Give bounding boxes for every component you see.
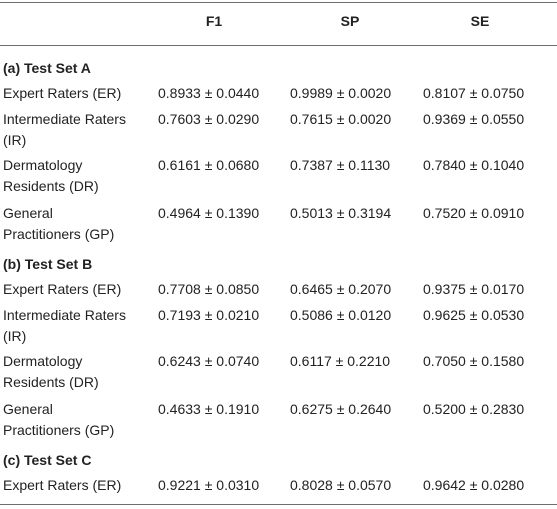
row-label: Expert Raters (ER) — [3, 281, 122, 297]
cell-value: 0.9642 ± 0.0280 — [423, 477, 525, 493]
section-title: (b) Test Set B — [3, 256, 93, 272]
cell-value: 0.6465 ± 0.2070 — [290, 281, 392, 297]
row-label: Dermatology Residents (DR) — [3, 157, 99, 194]
cell-value: 0.7615 ± 0.0020 — [290, 111, 392, 127]
cell-value: 0.4633 ± 0.1910 — [158, 401, 260, 417]
top-rule — [0, 2, 557, 3]
row-label: General Practitioners (GP) — [3, 205, 115, 242]
cell-value: 0.4964 ± 0.1390 — [158, 205, 260, 221]
row-label: General Practitioners (GP) — [3, 401, 115, 438]
row-label: Dermatology Residents (DR) — [3, 353, 99, 390]
cell-value: 0.8107 ± 0.0750 — [423, 85, 525, 101]
cell-value: 0.7603 ± 0.0290 — [158, 111, 260, 127]
row-label: Expert Raters (ER) — [3, 477, 122, 493]
cell-value: 0.7520 ± 0.0910 — [423, 205, 525, 221]
cell-value: 0.7840 ± 0.1040 — [423, 157, 525, 173]
cell-value: 0.5013 ± 0.3194 — [290, 205, 392, 221]
cell-value: 0.6275 ± 0.2640 — [290, 401, 392, 417]
cell-value: 0.6117 ± 0.2210 — [290, 353, 391, 369]
cell-value: 0.8028 ± 0.0570 — [290, 477, 392, 493]
header-f1: F1 — [205, 13, 223, 29]
cell-value: 0.5200 ± 0.2830 — [423, 401, 525, 417]
cell-value: 0.6161 ± 0.0680 — [158, 157, 260, 173]
cell-value: 0.7387 ± 0.1130 — [290, 157, 391, 173]
cell-value: 0.9989 ± 0.0020 — [290, 85, 392, 101]
section-title: (a) Test Set A — [3, 60, 91, 76]
row-label: Expert Raters (ER) — [3, 85, 122, 101]
row-label: Intermediate Raters (IR) — [3, 307, 126, 344]
cell-value: 0.7193 ± 0.0210 — [158, 307, 260, 323]
cell-value: 0.7050 ± 0.1580 — [423, 353, 525, 369]
cell-value: 0.9625 ± 0.0530 — [423, 307, 525, 323]
cell-value: 0.9221 ± 0.0310 — [158, 477, 260, 493]
header-sp: SP — [340, 13, 360, 29]
cell-value: 0.8933 ± 0.0440 — [158, 85, 260, 101]
cell-value: 0.9369 ± 0.0550 — [423, 111, 525, 127]
header-se: SE — [470, 13, 490, 29]
bottom-rule — [0, 504, 557, 505]
row-label: Intermediate Raters (IR) — [3, 111, 126, 148]
header-rule — [0, 45, 557, 46]
cell-value: 0.5086 ± 0.0120 — [290, 307, 392, 323]
cell-value: 0.7708 ± 0.0850 — [158, 281, 260, 297]
cell-value: 0.9375 ± 0.0170 — [423, 281, 525, 297]
section-title: (c) Test Set C — [3, 452, 92, 468]
cell-value: 0.6243 ± 0.0740 — [158, 353, 260, 369]
